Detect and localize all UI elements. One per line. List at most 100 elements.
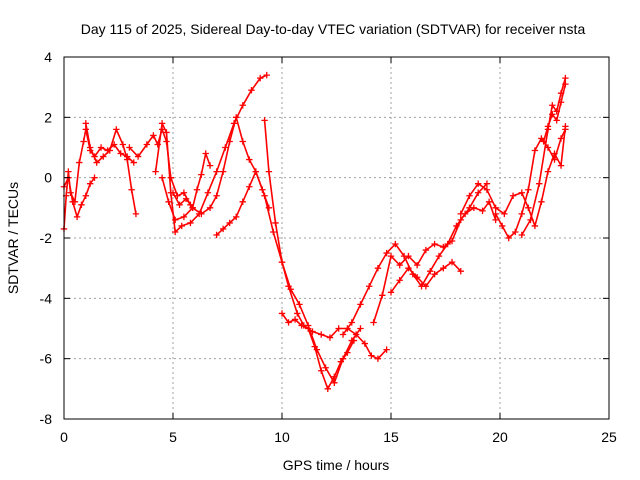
data-point [86, 180, 94, 187]
data-point [233, 114, 240, 121]
data-point [553, 117, 560, 124]
data-point [298, 322, 305, 329]
data-point [492, 210, 499, 218]
data-point [505, 234, 512, 242]
data-point [485, 198, 493, 205]
data-point [413, 261, 421, 269]
data-point [204, 189, 212, 196]
data-point [368, 352, 375, 359]
data-point [239, 198, 246, 205]
data-point [350, 337, 358, 344]
data-point [91, 174, 98, 181]
data-point [383, 249, 390, 257]
data-point [213, 168, 220, 175]
data-point [383, 346, 390, 353]
series-line [85, 123, 137, 215]
data-point [405, 264, 412, 272]
data-point [435, 252, 443, 260]
series-line [460, 126, 567, 227]
data-point [263, 71, 270, 79]
data-point [106, 147, 113, 154]
series-line [372, 183, 488, 323]
data-point [357, 325, 364, 332]
data-point [512, 228, 519, 236]
data-point [252, 168, 260, 175]
data-point [531, 147, 539, 154]
series-arc-12 [370, 180, 491, 326]
data-point [457, 210, 464, 218]
data-point [100, 153, 107, 160]
data-point [448, 237, 456, 245]
y-tick-label: 4 [44, 49, 52, 65]
data-point [180, 189, 188, 196]
data-point [483, 180, 491, 187]
series-line [63, 176, 96, 218]
data-point [193, 186, 201, 193]
data-point [538, 198, 545, 205]
data-point [525, 204, 532, 212]
data-point [296, 301, 303, 308]
data-point [540, 138, 547, 145]
data-point [93, 159, 100, 166]
data-point [86, 144, 94, 151]
data-point [239, 138, 246, 145]
data-point [527, 216, 534, 224]
data-point [374, 355, 382, 362]
data-point [82, 120, 89, 127]
series-line [154, 74, 268, 233]
data-point [152, 168, 159, 175]
data-point [431, 271, 438, 278]
data-point [374, 264, 382, 272]
data-point [69, 198, 76, 205]
series-line [521, 77, 567, 236]
data-point [285, 319, 292, 326]
data-point [322, 364, 329, 371]
data-point [248, 86, 255, 94]
data-point [440, 264, 447, 272]
data-point [562, 80, 569, 88]
data-point [370, 319, 377, 326]
series-line [216, 170, 362, 384]
data-point [518, 231, 525, 239]
data-point [134, 153, 142, 160]
data-point [492, 216, 499, 224]
data-point [544, 123, 552, 130]
series-line [172, 152, 211, 209]
data-point [562, 126, 569, 133]
data-point [518, 210, 525, 218]
data-point [198, 210, 205, 218]
data-point [226, 138, 233, 145]
data-point [257, 74, 264, 82]
data-point [339, 331, 347, 338]
data-point [479, 207, 486, 215]
data-point [73, 213, 81, 221]
data-point [143, 141, 151, 148]
data-point [366, 283, 373, 290]
y-tick-label: 0 [44, 170, 52, 186]
data-point [309, 328, 316, 335]
data-point [348, 319, 355, 326]
data-point [318, 367, 325, 374]
data-point [163, 129, 170, 136]
data-point [213, 192, 220, 199]
y-axis-ticks: -8 -6 -4 -2 0 2 4 [40, 49, 609, 427]
data-point [326, 334, 334, 341]
data-point [97, 144, 105, 151]
data-point [387, 252, 395, 260]
series-arc-3 [82, 120, 140, 218]
data-point [291, 316, 299, 323]
data-point [387, 289, 395, 296]
series-line [161, 116, 270, 221]
data-point [213, 231, 220, 239]
series-arc-8 [213, 168, 364, 386]
data-point [226, 219, 233, 227]
data-point [525, 186, 532, 193]
data-point [132, 210, 140, 218]
x-tick-label: 5 [169, 429, 177, 445]
data-point [198, 171, 205, 178]
data-point [169, 189, 177, 196]
data-point [466, 204, 473, 212]
data-point [130, 159, 137, 166]
data-point [440, 243, 447, 251]
data-point [158, 174, 166, 181]
